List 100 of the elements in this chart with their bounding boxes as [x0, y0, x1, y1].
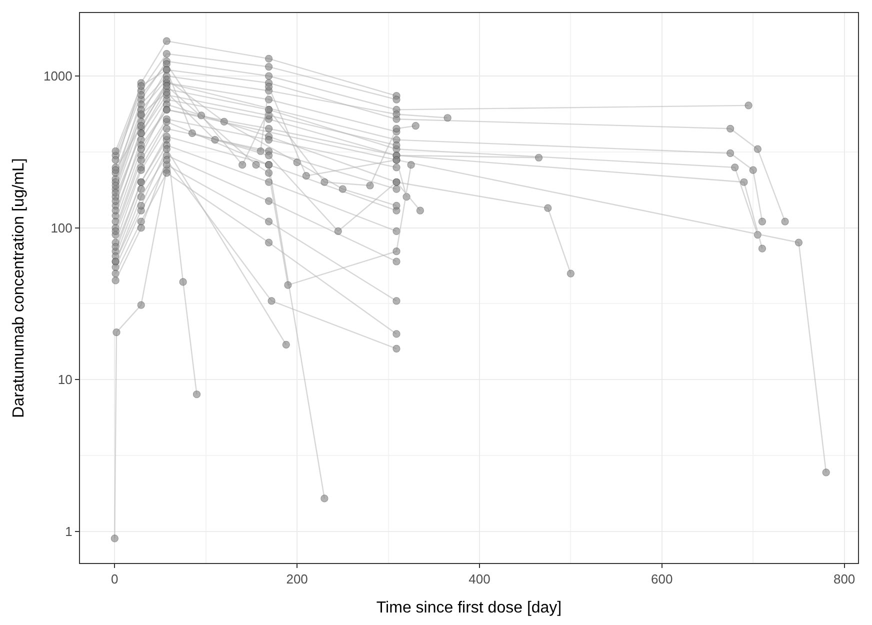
point: [137, 91, 145, 99]
point: [162, 132, 170, 140]
point: [744, 102, 752, 110]
y-tick-label: 1000: [43, 68, 72, 84]
point: [238, 161, 246, 169]
point: [284, 281, 292, 289]
point: [749, 166, 757, 174]
point: [392, 110, 400, 118]
point: [162, 37, 170, 45]
point: [137, 193, 145, 201]
point: [265, 124, 273, 132]
point: [302, 172, 310, 180]
point: [265, 197, 273, 205]
point: [112, 156, 120, 164]
point: [137, 82, 145, 90]
point: [265, 54, 273, 62]
point: [265, 136, 273, 144]
point: [211, 136, 219, 144]
x-tick-label: 0: [111, 572, 118, 587]
point: [188, 129, 196, 137]
y-axis-title: Daratumumab concentration [ug/mL]: [10, 158, 28, 418]
point: [112, 197, 120, 205]
point: [822, 468, 830, 476]
point: [112, 276, 120, 284]
point: [265, 72, 273, 80]
point: [112, 147, 120, 155]
point: [412, 122, 420, 130]
point: [265, 218, 273, 226]
point: [162, 82, 170, 90]
point: [544, 204, 552, 212]
x-tick-label: 800: [833, 572, 856, 587]
point: [758, 218, 766, 226]
point: [137, 145, 145, 153]
point: [112, 166, 120, 174]
point: [781, 218, 789, 226]
point: [162, 169, 170, 177]
point: [416, 206, 424, 214]
point: [392, 185, 400, 193]
point: [268, 297, 276, 305]
point: [112, 182, 120, 190]
point: [407, 161, 415, 169]
point: [112, 328, 120, 336]
y-tick-label: 1: [65, 524, 72, 540]
point: [265, 169, 273, 177]
point: [740, 178, 748, 186]
point: [392, 258, 400, 266]
point: [794, 238, 803, 246]
point: [137, 122, 145, 130]
point: [112, 243, 120, 251]
point: [110, 534, 118, 542]
x-tick-label: 200: [286, 572, 308, 587]
point: [392, 344, 400, 352]
point: [320, 494, 328, 502]
point: [137, 185, 145, 193]
point: [534, 154, 543, 162]
y-tick-label: 10: [58, 372, 72, 388]
point: [265, 152, 273, 160]
x-axis-title: Time since first dose [day]: [376, 599, 562, 616]
point: [334, 227, 342, 236]
point: [179, 278, 187, 286]
point: [112, 206, 120, 214]
point: [392, 141, 400, 150]
point: [265, 238, 273, 246]
point: [137, 202, 145, 210]
point: [392, 202, 400, 210]
point: [754, 145, 762, 153]
point: [162, 145, 170, 153]
point: [338, 185, 346, 193]
x-tick-label: 400: [468, 572, 490, 587]
point: [566, 270, 574, 278]
point: [444, 114, 452, 122]
point: [392, 124, 400, 132]
point: [112, 227, 120, 236]
point: [758, 244, 766, 252]
point: [162, 156, 170, 164]
point: [220, 118, 228, 126]
point: [392, 227, 400, 236]
point: [192, 390, 201, 398]
point: [162, 50, 170, 58]
point: [137, 156, 145, 164]
x-tick-label: 600: [651, 572, 673, 587]
point: [392, 248, 400, 256]
point: [265, 62, 273, 71]
point: [137, 301, 145, 309]
point: [137, 224, 145, 232]
point: [282, 340, 290, 348]
point: [252, 161, 260, 169]
point: [726, 149, 734, 158]
point: [392, 96, 400, 104]
point: [392, 297, 400, 305]
point: [392, 330, 400, 338]
point: [112, 218, 120, 226]
point: [162, 115, 170, 123]
point: [137, 166, 145, 174]
point: [162, 124, 170, 132]
point: [265, 82, 273, 91]
point: [731, 164, 739, 172]
point: [366, 182, 374, 190]
point: [320, 178, 328, 186]
y-tick-label: 100: [50, 220, 72, 236]
